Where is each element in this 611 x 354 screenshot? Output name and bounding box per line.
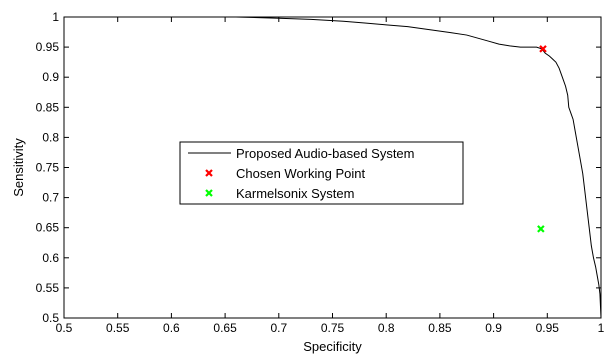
x-tick-label: 0.55 (106, 321, 130, 335)
roc-curve-line (64, 16, 602, 319)
legend: Proposed Audio-based System Chosen Worki… (179, 141, 464, 205)
x-tick-label: 0.75 (321, 321, 345, 335)
x-tick-label: 0.85 (428, 321, 452, 335)
legend-marker-chosen (205, 169, 213, 177)
y-axis-title: Sensitivity (11, 138, 26, 197)
y-tick-label: 0.85 (36, 100, 60, 114)
x-tick-label: 1 (598, 321, 605, 335)
y-tick-label: 0.7 (42, 191, 59, 205)
legend-box (179, 141, 464, 205)
y-tick-label: 0.65 (36, 221, 60, 235)
legend-label-karmelsonix: Karmelsonix System (236, 186, 354, 201)
x-tick-label: 0.7 (270, 321, 287, 335)
y-tick-label: 0.6 (42, 251, 59, 265)
y-tick-label: 1 (52, 10, 59, 24)
x-tick-label: 0.95 (536, 321, 560, 335)
y-tick-label: 0.8 (42, 130, 59, 144)
karmelsonix-point-marker (537, 225, 545, 233)
x-tick-label: 0.8 (378, 321, 395, 335)
x-tick-label: 0.65 (213, 321, 237, 335)
x-tick-label: 0.5 (56, 321, 73, 335)
series-layer (64, 16, 602, 319)
y-tick-label: 0.5 (42, 311, 59, 325)
legend-label-chosen: Chosen Working Point (236, 166, 365, 181)
plot-frame (63, 16, 602, 319)
legend-label-proposed: Proposed Audio-based System (236, 146, 415, 161)
x-tick-label: 0.6 (163, 321, 180, 335)
legend-x-red (205, 169, 213, 177)
legend-x-green (205, 189, 213, 197)
y-tick-label: 0.55 (36, 281, 60, 295)
chosen-working-point-marker (539, 45, 547, 53)
ticks-layer: 0.5 0.55 0.6 0.65 0.7 0.75 0.8 0.85 0.9 0.95 1 0.5 0… (36, 10, 605, 335)
y-tick-label: 0.95 (36, 40, 60, 54)
y-tick-label: 0.9 (42, 70, 59, 84)
legend-marker-karmelsonix (205, 189, 213, 197)
x-axis-title: Specificity (303, 339, 362, 354)
y-tick-label: 0.75 (36, 161, 60, 175)
x-tick-label: 0.9 (485, 321, 502, 335)
